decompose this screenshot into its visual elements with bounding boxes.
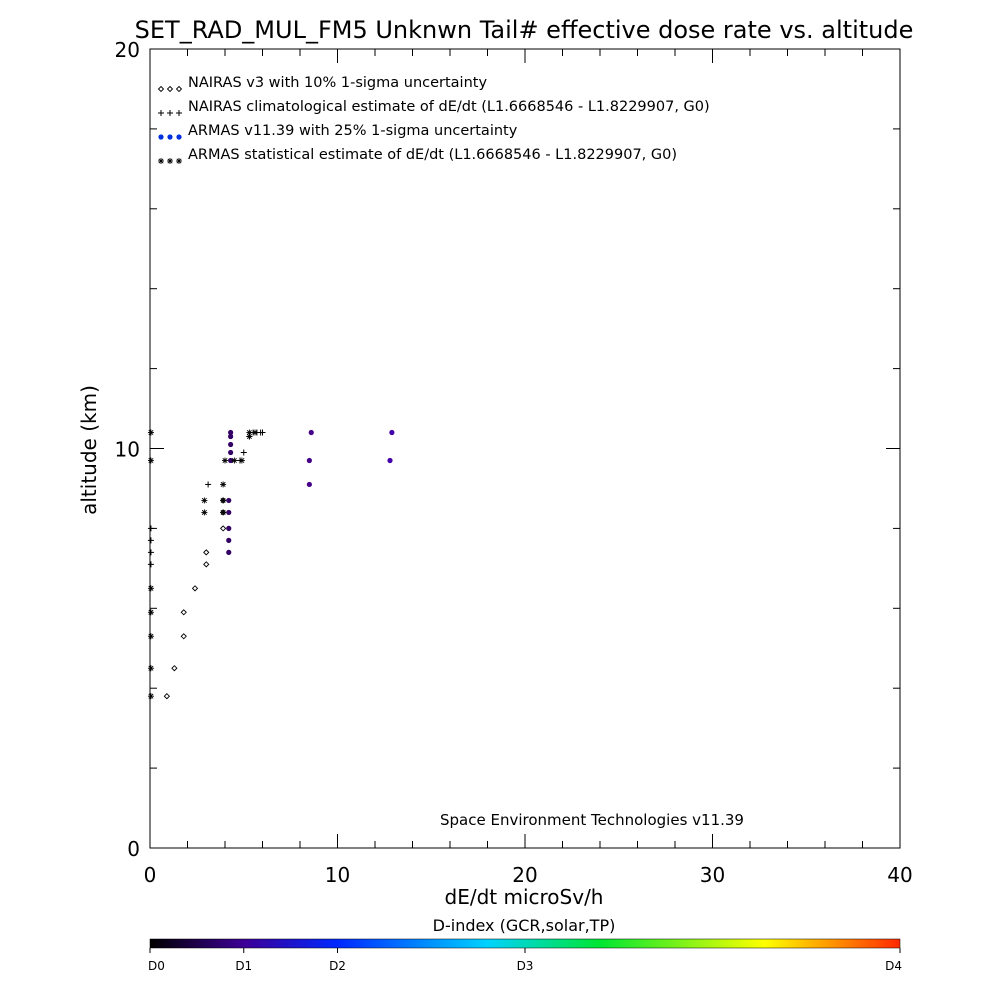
data-point xyxy=(252,429,258,436)
data-point xyxy=(226,509,232,516)
legend-label: ARMAS statistical estimate of dE/dt (L1.… xyxy=(188,147,677,163)
legend-entry: NAIRAS v3 with 10% 1-sigma uncertainty xyxy=(157,75,487,93)
data-point xyxy=(228,441,234,448)
chart-title: SET_RAD_MUL_FM5 Unknwn Tail# effective d… xyxy=(135,16,914,44)
data-point xyxy=(231,457,238,464)
annotation-text: Space Environment Technologies v11.39 xyxy=(440,811,744,829)
data-points xyxy=(147,429,395,700)
data-point xyxy=(246,429,253,436)
legend-marker xyxy=(158,158,182,164)
legend-marker xyxy=(158,134,182,140)
legend-label: ARMAS v11.39 with 25% 1-sigma uncertaint… xyxy=(188,123,518,139)
data-point xyxy=(226,537,232,543)
data-point xyxy=(220,481,227,488)
data-point xyxy=(222,457,228,464)
data-point xyxy=(228,457,234,464)
data-point xyxy=(180,633,187,640)
x-tick-label: 20 xyxy=(512,863,537,887)
colorbar xyxy=(149,938,901,949)
colorbar-title: D-index (GCR,solar,TP) xyxy=(433,916,616,935)
data-point xyxy=(191,585,199,592)
data-point xyxy=(238,457,245,464)
data-point xyxy=(228,433,234,440)
tick-labels: 0 10 20 30 40 0 10 20 xyxy=(115,38,913,887)
data-point xyxy=(228,449,234,456)
x-tick-label: 30 xyxy=(700,863,725,887)
data-point xyxy=(147,561,154,568)
data-point xyxy=(147,537,154,544)
data-point xyxy=(259,429,266,436)
data-point xyxy=(147,609,154,616)
data-point xyxy=(147,429,154,436)
legend-marker xyxy=(158,110,182,116)
data-point xyxy=(240,449,247,456)
legend-entry: ARMAS v11.39 with 25% 1-sigma uncertaint… xyxy=(158,123,518,140)
data-point xyxy=(308,429,314,436)
data-point xyxy=(220,509,227,516)
data-point xyxy=(389,429,395,436)
data-point xyxy=(306,457,312,464)
y-tick-label: 20 xyxy=(115,38,140,62)
colorbar-labels: D0 D1 D2 D3 D4 xyxy=(148,948,902,973)
legend-entry: ARMAS statistical estimate of dE/dt (L1.… xyxy=(158,147,677,164)
data-point xyxy=(228,429,234,436)
y-axis-label: altitude (km) xyxy=(77,385,101,515)
data-point xyxy=(163,693,171,700)
data-point xyxy=(203,561,210,568)
data-point xyxy=(147,549,154,556)
data-point xyxy=(226,525,232,532)
data-point xyxy=(147,525,154,532)
data-point xyxy=(180,609,187,616)
data-point xyxy=(226,549,232,555)
colorbar-label: D4 xyxy=(885,959,902,973)
plot-frame xyxy=(149,48,901,849)
y-tick-label: 10 xyxy=(115,438,140,462)
data-point xyxy=(147,693,154,700)
legend-label: NAIRAS v3 with 10% 1-sigma uncertainty xyxy=(188,75,487,91)
data-point xyxy=(147,585,154,592)
y-tick-label: 0 xyxy=(127,837,140,861)
data-point xyxy=(226,497,232,504)
data-point xyxy=(147,665,154,672)
legend-entry: NAIRAS climatological estimate of dE/dt … xyxy=(158,99,710,116)
data-point xyxy=(306,481,312,488)
x-tick-label: 0 xyxy=(144,863,157,887)
data-point xyxy=(201,497,208,504)
data-point xyxy=(387,457,393,464)
data-point xyxy=(246,433,253,440)
colorbar-label: D2 xyxy=(329,959,346,973)
x-tick-label: 10 xyxy=(325,863,350,887)
data-point xyxy=(219,525,227,532)
data-point xyxy=(171,665,178,672)
data-point xyxy=(220,497,227,504)
x-tick-label: 40 xyxy=(887,863,912,887)
legend: NAIRAS v3 with 10% 1-sigma uncertainty NA… xyxy=(157,75,710,164)
data-point xyxy=(147,457,154,464)
legend-marker xyxy=(157,85,183,93)
x-axis-label: dE/dt microSv/h xyxy=(445,885,604,909)
data-point xyxy=(203,549,210,556)
colorbar-label: D3 xyxy=(517,959,534,973)
legend-label: NAIRAS climatological estimate of dE/dt … xyxy=(188,99,710,115)
data-point xyxy=(201,509,208,516)
data-point xyxy=(147,633,154,640)
axis-ticks xyxy=(149,48,901,849)
colorbar-label: D0 xyxy=(148,959,165,973)
data-point xyxy=(205,481,212,488)
colorbar-label: D1 xyxy=(235,959,252,973)
